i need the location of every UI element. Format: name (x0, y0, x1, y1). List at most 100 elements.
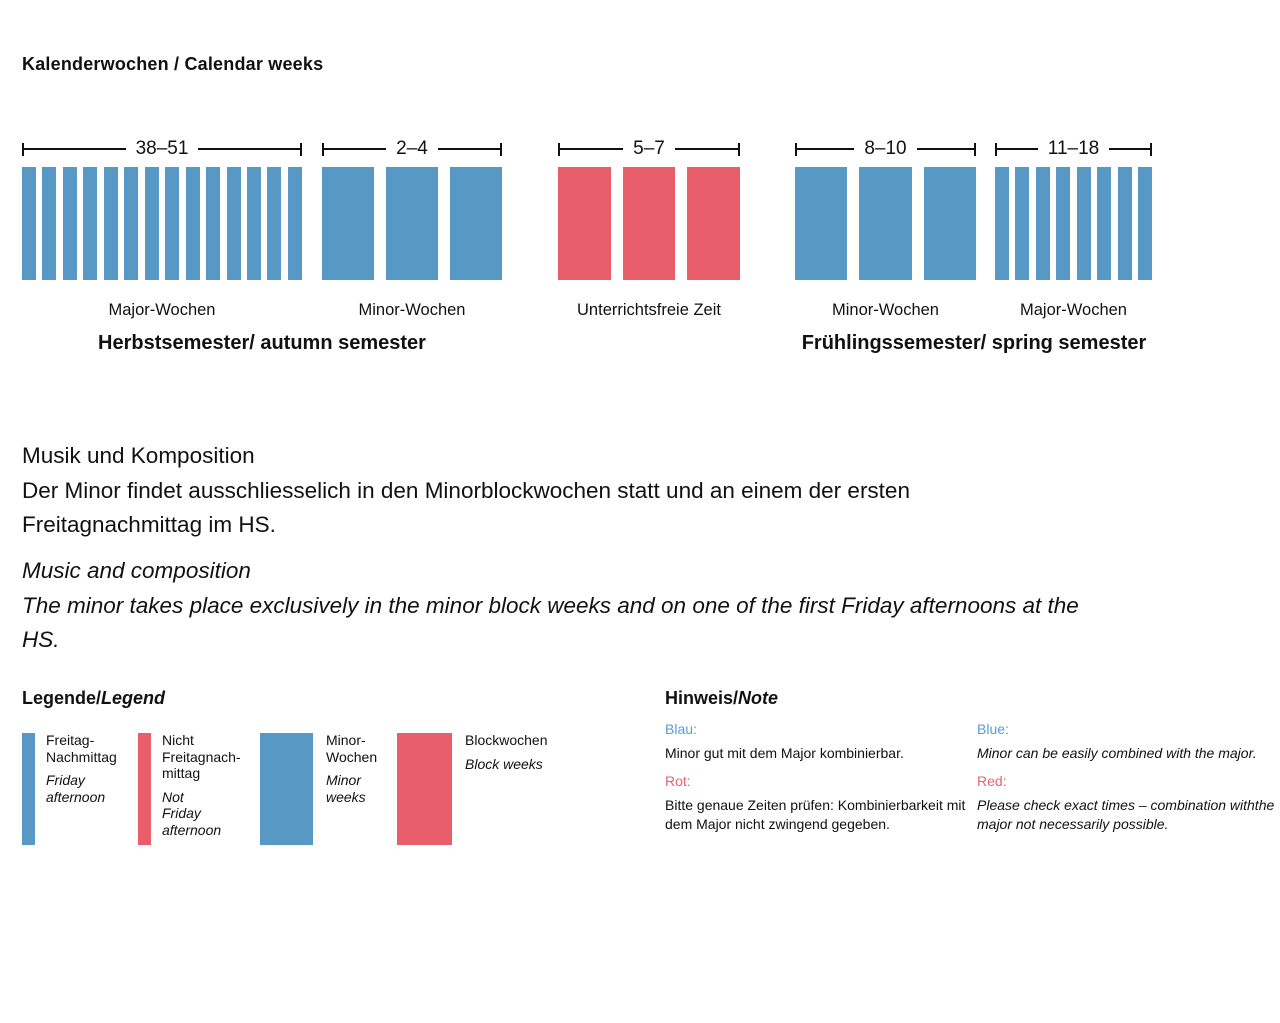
week-bar (1097, 167, 1112, 280)
range-bracket: 5–7 (558, 138, 740, 160)
week-bar (1015, 167, 1030, 280)
note-column-english: Blue: Minor can be easily combined with … (977, 721, 1277, 844)
legend-swatch-block-weeks (397, 733, 452, 845)
page-title: Kalenderwochen / Calendar weeks (22, 54, 324, 74)
range-label: 38–51 (135, 138, 189, 159)
week-group-autumn-minor: 2–4 Minor-Wochen (322, 138, 502, 320)
week-bar (83, 167, 98, 280)
week-bar (859, 167, 912, 280)
week-bar (995, 167, 1009, 280)
range-bracket: 38–51 (22, 138, 302, 160)
legend-swatch-not-friday-afternoon (138, 733, 151, 845)
week-bars (322, 167, 502, 280)
week-bar (687, 167, 741, 280)
note-text-blau: Minor gut mit dem Major kombinierbar. (665, 745, 904, 761)
description-english: Music and composition The minor takes pl… (22, 558, 1079, 652)
legend-item-minor-weeks: Minor- Wochen Minor weeks (326, 732, 406, 805)
week-bar (450, 167, 502, 280)
week-bar (558, 167, 611, 280)
week-bar (144, 167, 159, 280)
note-text-blue: Minor can be easily combined with the ma… (977, 745, 1257, 761)
range-bracket: 11–18 (995, 138, 1152, 160)
week-group-spring-minor: 8–10 Minor-Wochen (795, 138, 976, 320)
group-label: Unterrichtsfreie Zeit (577, 301, 721, 319)
week-bars (558, 167, 741, 280)
note-label-blue: Blue: (977, 721, 1009, 737)
week-bar (1117, 167, 1132, 280)
week-bar (62, 167, 77, 280)
range-label: 2–4 (396, 138, 428, 159)
note-label-blau: Blau: (665, 721, 697, 737)
note-text-rot: Bitte genaue Zeiten prüfen: Kombinierbar… (665, 797, 966, 832)
legend-label-german: Minor- Wochen (326, 732, 378, 765)
week-bar (322, 167, 374, 280)
week-bar (185, 167, 200, 280)
group-label: Major-Wochen (1020, 301, 1127, 319)
week-bar (287, 167, 302, 280)
week-bar (622, 167, 676, 280)
group-label: Minor-Wochen (832, 301, 939, 319)
note-title-german: Hinweis/ (665, 688, 739, 708)
week-bar (1035, 167, 1050, 280)
note-column-german: Blau: Minor gut mit dem Major kombinierb… (665, 721, 967, 844)
bracket-line (324, 148, 387, 150)
semester-label-spring: Frühlingssemester/ spring semester (801, 332, 1147, 354)
legend-title-german: Legende/ (22, 688, 102, 708)
week-bar (124, 167, 139, 280)
week-bar (103, 167, 118, 280)
group-label: Minor-Wochen (358, 301, 466, 319)
week-group-autumn-major: 38–51 Major-Wochen (22, 138, 302, 320)
bracket-line (24, 148, 126, 150)
legend-item-not-friday-afternoon: Nicht Freitagnach- mittag Not Friday aft… (162, 732, 258, 838)
week-bars (795, 167, 976, 280)
note-text-red: Please check exact times – combination w… (977, 797, 1275, 832)
week-group-spring-major: 11–18 Major-Wochen (995, 138, 1152, 320)
week-bar (206, 167, 221, 280)
range-label: 5–7 (633, 138, 665, 159)
week-bar (226, 167, 241, 280)
week-bars (22, 167, 302, 280)
legend-label-english: Friday afternoon (46, 772, 106, 805)
legend-item-block-weeks: Blockwochen Block weeks (465, 732, 585, 772)
note-label-red: Red: (977, 773, 1007, 789)
legend-swatch-friday-afternoon (22, 733, 35, 845)
week-bar (1056, 167, 1071, 280)
legend-label-english: Not Friday afternoon (162, 788, 222, 838)
week-bar (795, 167, 848, 280)
bracket-line (437, 148, 501, 150)
semester-label-autumn: Herbstsemester/ autumn semester (98, 332, 426, 354)
note-label-rot: Rot: (665, 773, 691, 789)
legend-item-friday-afternoon: Freitag- Nachmittag Friday afternoon (46, 732, 138, 805)
week-bar (1076, 167, 1091, 280)
bracket-line (797, 148, 855, 150)
bracket-line (674, 148, 739, 150)
description-german: Musik und Komposition Der Minor findet a… (22, 443, 910, 537)
range-label: 11–18 (1047, 138, 1100, 159)
week-bar (22, 167, 36, 280)
week-bar (42, 167, 57, 280)
range-label: 8–10 (864, 138, 907, 159)
legend-label-english: Minor weeks (326, 772, 366, 805)
week-bar (386, 167, 438, 280)
week-bar (165, 167, 180, 280)
legend-title-english: Legend (101, 688, 166, 708)
range-bracket: 8–10 (795, 138, 976, 160)
week-bar (246, 167, 261, 280)
legend-label-english: Block weeks (465, 755, 543, 772)
group-label: Major-Wochen (108, 301, 216, 319)
week-bar (267, 167, 282, 280)
legend-label-german: Nicht Freitagnach- mittag (162, 732, 241, 781)
note-title: Hinweis/Note (665, 688, 778, 709)
week-bar (1137, 167, 1152, 280)
bracket-line (997, 148, 1038, 150)
legend-label-german: Blockwochen (465, 732, 548, 748)
legend-title: Legende/Legend (22, 688, 165, 709)
bracket-line (916, 148, 974, 150)
week-group-teaching-free: 5–7 Unterrichtsfreie Zeit (558, 138, 741, 320)
bracket-line (560, 148, 624, 150)
range-bracket: 2–4 (322, 138, 502, 160)
note-title-english: Note (738, 688, 779, 708)
week-bar (923, 167, 976, 280)
week-bars (995, 167, 1152, 280)
